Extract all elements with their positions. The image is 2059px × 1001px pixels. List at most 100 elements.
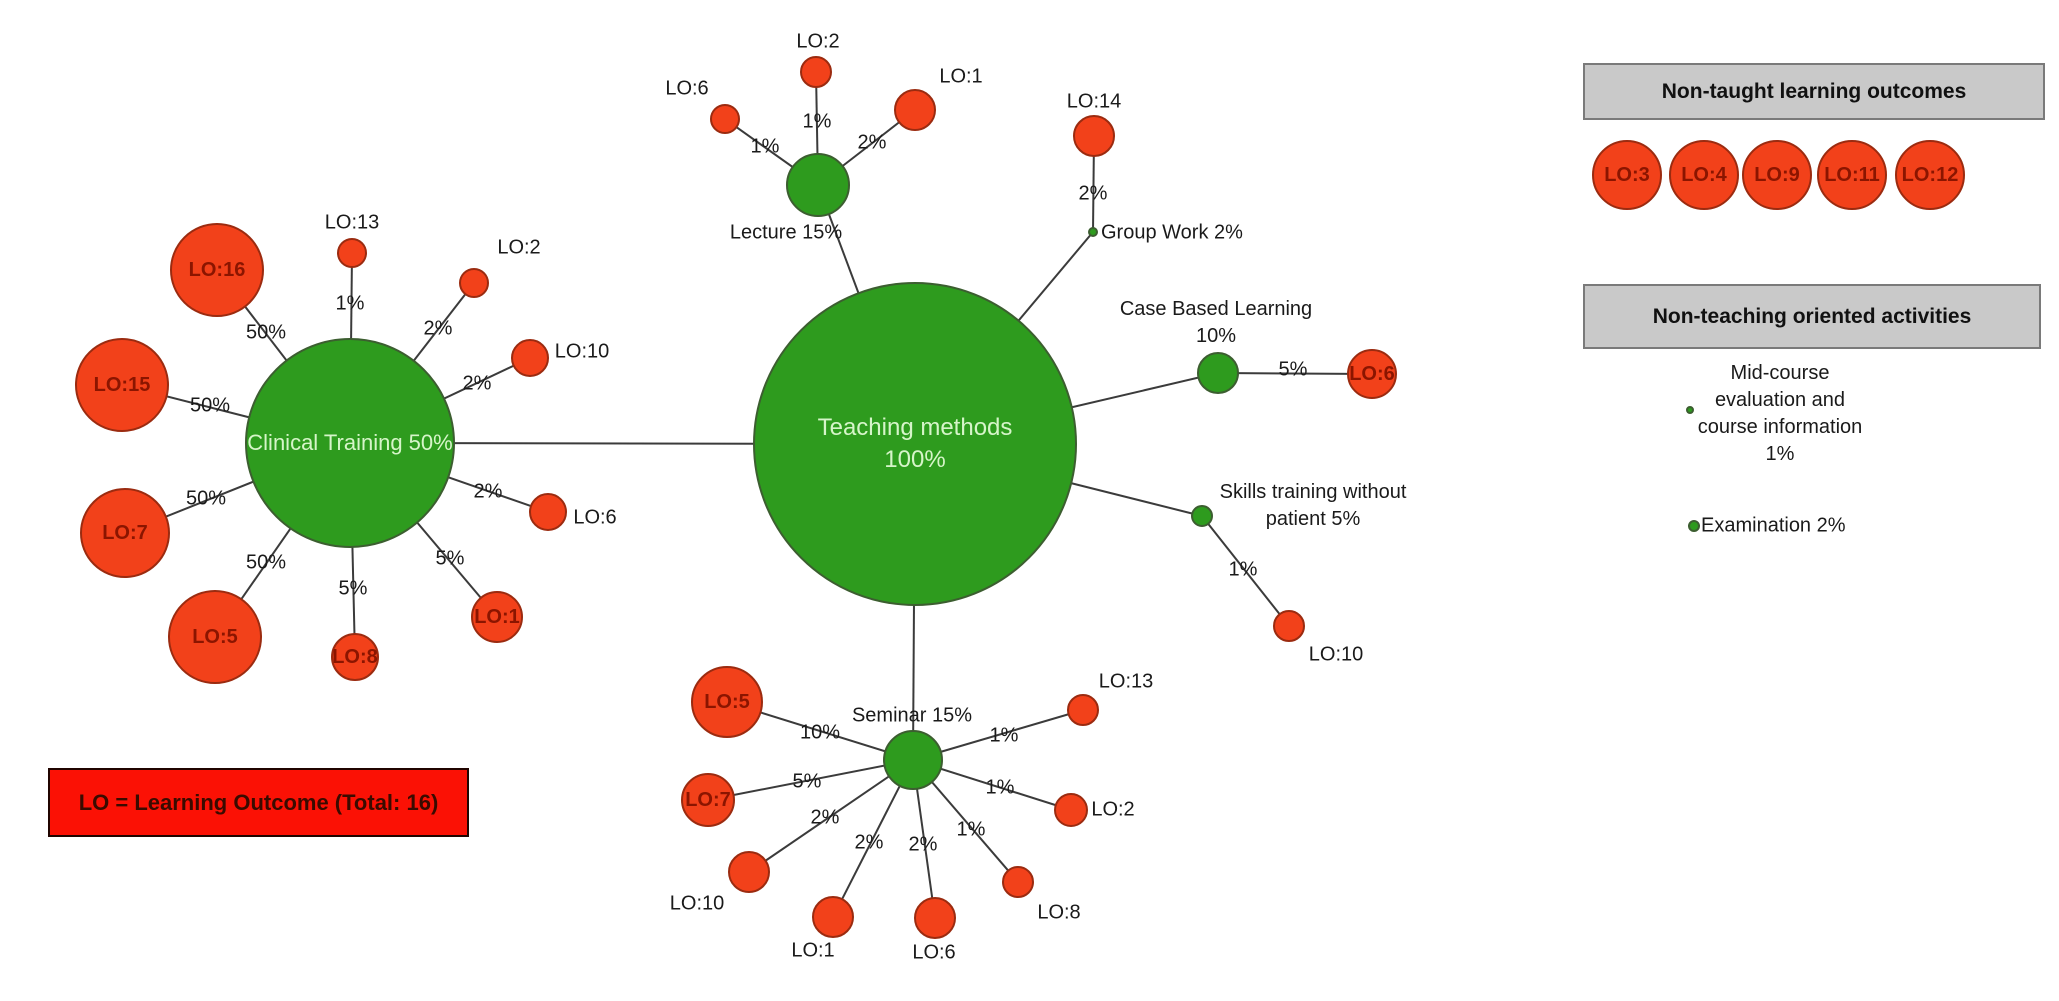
pct-clinical-lo10: 2% (462, 372, 492, 395)
node-nontaught-lo3: LO:3 (1592, 140, 1662, 210)
label-group-work: Group Work 2% (1101, 221, 1243, 244)
non-taught-header-label: Non-taught learning outcomes (1661, 79, 1967, 103)
node-nontaught-lo11: LO:11 (1817, 140, 1887, 210)
edge-seminar-lo10 (748, 759, 914, 873)
node-clinical-lo15: LO:15 (75, 338, 169, 432)
non-taught-header: Non-taught learning outcomes (1583, 63, 2045, 120)
clinical-lo16-label: LO:16 (188, 258, 246, 281)
clinical-training-label: Clinical Training 50% (247, 430, 453, 456)
node-clinical-lo13 (337, 238, 367, 268)
label-groupwork-lo14: LO:14 (1066, 90, 1122, 113)
nontaught-lo3-label: LO:3 (1604, 163, 1650, 186)
node-clinical-lo16: LO:16 (170, 223, 264, 317)
pct-seminar-lo13: 1% (989, 724, 1019, 747)
node-seminar-lo1 (812, 896, 854, 938)
node-clinical-lo2 (459, 268, 489, 298)
node-seminar-lo7: LO:7 (681, 773, 735, 827)
label-lecture-lo1: LO:1 (939, 65, 983, 88)
node-lecture-lo1 (894, 89, 936, 131)
node-seminar-lo5: LO:5 (691, 666, 763, 738)
pct-clinical-lo15: 50% (189, 394, 231, 417)
teaching-methods-label: Teaching methods 100% (817, 413, 1013, 473)
label-skills-training: Skills training without patient 5% (1219, 481, 1407, 530)
pct-clinical-lo8: 5% (338, 577, 368, 600)
pct-lecture-lo6: 1% (750, 135, 780, 158)
pct-lecture-lo2: 1% (802, 110, 832, 133)
pct-clinical-lo1: 5% (435, 547, 465, 570)
node-nontaught-lo9: LO:9 (1742, 140, 1812, 210)
pct-clinical-lo2: 2% (423, 317, 453, 340)
label-skills-lo10: LO:10 (1308, 643, 1364, 666)
node-case-based-learning (1197, 352, 1239, 394)
node-clinical-training: Clinical Training 50% (245, 338, 455, 548)
node-seminar-lo6 (914, 897, 956, 939)
pct-seminar-lo7: 5% (792, 770, 822, 793)
node-nontaught-lo12: LO:12 (1895, 140, 1965, 210)
legend-box: LO = Learning Outcome (Total: 16) (48, 768, 469, 837)
edge-casebased-lo6 (1217, 372, 1373, 375)
label-seminar: Seminar 15% (851, 704, 973, 727)
pct-clinical-lo6: 2% (473, 480, 503, 503)
node-seminar-lo2 (1054, 793, 1088, 827)
label-lecture-lo2: LO:2 (796, 30, 840, 53)
node-groupwork-lo14 (1073, 115, 1115, 157)
node-lecture-lo2 (800, 56, 832, 88)
label-seminar-lo13: LO:13 (1098, 670, 1154, 693)
clinical-lo5-label: LO:5 (192, 625, 238, 648)
node-clinical-lo6 (529, 493, 567, 531)
node-clinical-lo8: LO:8 (331, 633, 379, 681)
node-group-work (1088, 227, 1098, 237)
node-lecture (786, 153, 850, 217)
edge-skills-lo10 (1201, 515, 1290, 627)
node-seminar-lo10 (728, 851, 770, 893)
node-casebased-lo6: LO:6 (1347, 349, 1397, 399)
edge-seminar-lo7 (707, 759, 914, 801)
label-clinical-lo13: LO:13 (324, 211, 380, 234)
pct-lecture-lo1: 2% (857, 131, 887, 154)
clinical-lo8-label: LO:8 (332, 645, 378, 668)
pct-clinical-lo7: 50% (185, 487, 227, 510)
examination-label: Examination 2% (1701, 514, 1846, 537)
pct-skills-lo10: 1% (1228, 558, 1258, 581)
nontaught-lo9-label: LO:9 (1754, 163, 1800, 186)
node-skills-training (1191, 505, 1213, 527)
node-seminar-lo8 (1002, 866, 1034, 898)
pct-seminar-lo6: 2% (908, 833, 938, 856)
pct-seminar-lo1: 2% (854, 831, 884, 854)
nontaught-lo4-label: LO:4 (1681, 163, 1727, 186)
mid-course-dot (1686, 406, 1694, 414)
pct-clinical-lo16: 50% (245, 321, 287, 344)
clinical-lo7-label: LO:7 (102, 521, 148, 544)
non-teaching-header: Non-teaching oriented activities (1583, 284, 2041, 349)
nontaught-lo11-label: LO:11 (1824, 163, 1880, 186)
node-clinical-lo5: LO:5 (168, 590, 262, 684)
node-skills-lo10 (1273, 610, 1305, 642)
pct-clinical-lo13: 1% (335, 292, 365, 315)
pct-seminar-lo8: 1% (956, 818, 986, 841)
node-nontaught-lo4: LO:4 (1669, 140, 1739, 210)
node-seminar-lo13 (1067, 694, 1099, 726)
label-lecture: Lecture 15% (729, 221, 843, 244)
pct-seminar-lo2: 1% (985, 776, 1015, 799)
node-lecture-lo6 (710, 104, 740, 134)
node-teaching-methods: Teaching methods 100% (753, 282, 1077, 606)
pct-casebased-lo6: 5% (1278, 358, 1308, 381)
label-lecture-lo6: LO:6 (665, 77, 709, 100)
label-seminar-lo8: LO:8 (1037, 901, 1081, 924)
clinical-lo15-label: LO:15 (93, 373, 151, 396)
examination-dot (1688, 520, 1700, 532)
nontaught-lo12-label: LO:12 (1901, 163, 1959, 186)
label-clinical-lo6: LO:6 (573, 506, 617, 529)
legend-label: LO = Learning Outcome (Total: 16) (78, 789, 439, 815)
node-clinical-lo10 (511, 339, 549, 377)
label-clinical-lo10: LO:10 (554, 340, 610, 363)
label-seminar-lo2: LO:2 (1091, 798, 1135, 821)
pct-clinical-lo5: 50% (245, 551, 287, 574)
label-case-based-learning: Case Based Learning 10% (1119, 298, 1313, 347)
pct-seminar-lo10: 2% (810, 806, 840, 829)
pct-groupwork-lo14: 2% (1078, 182, 1108, 205)
node-seminar (883, 730, 943, 790)
pct-seminar-lo5: 10% (799, 721, 841, 744)
node-clinical-lo1: LO:1 (471, 591, 523, 643)
